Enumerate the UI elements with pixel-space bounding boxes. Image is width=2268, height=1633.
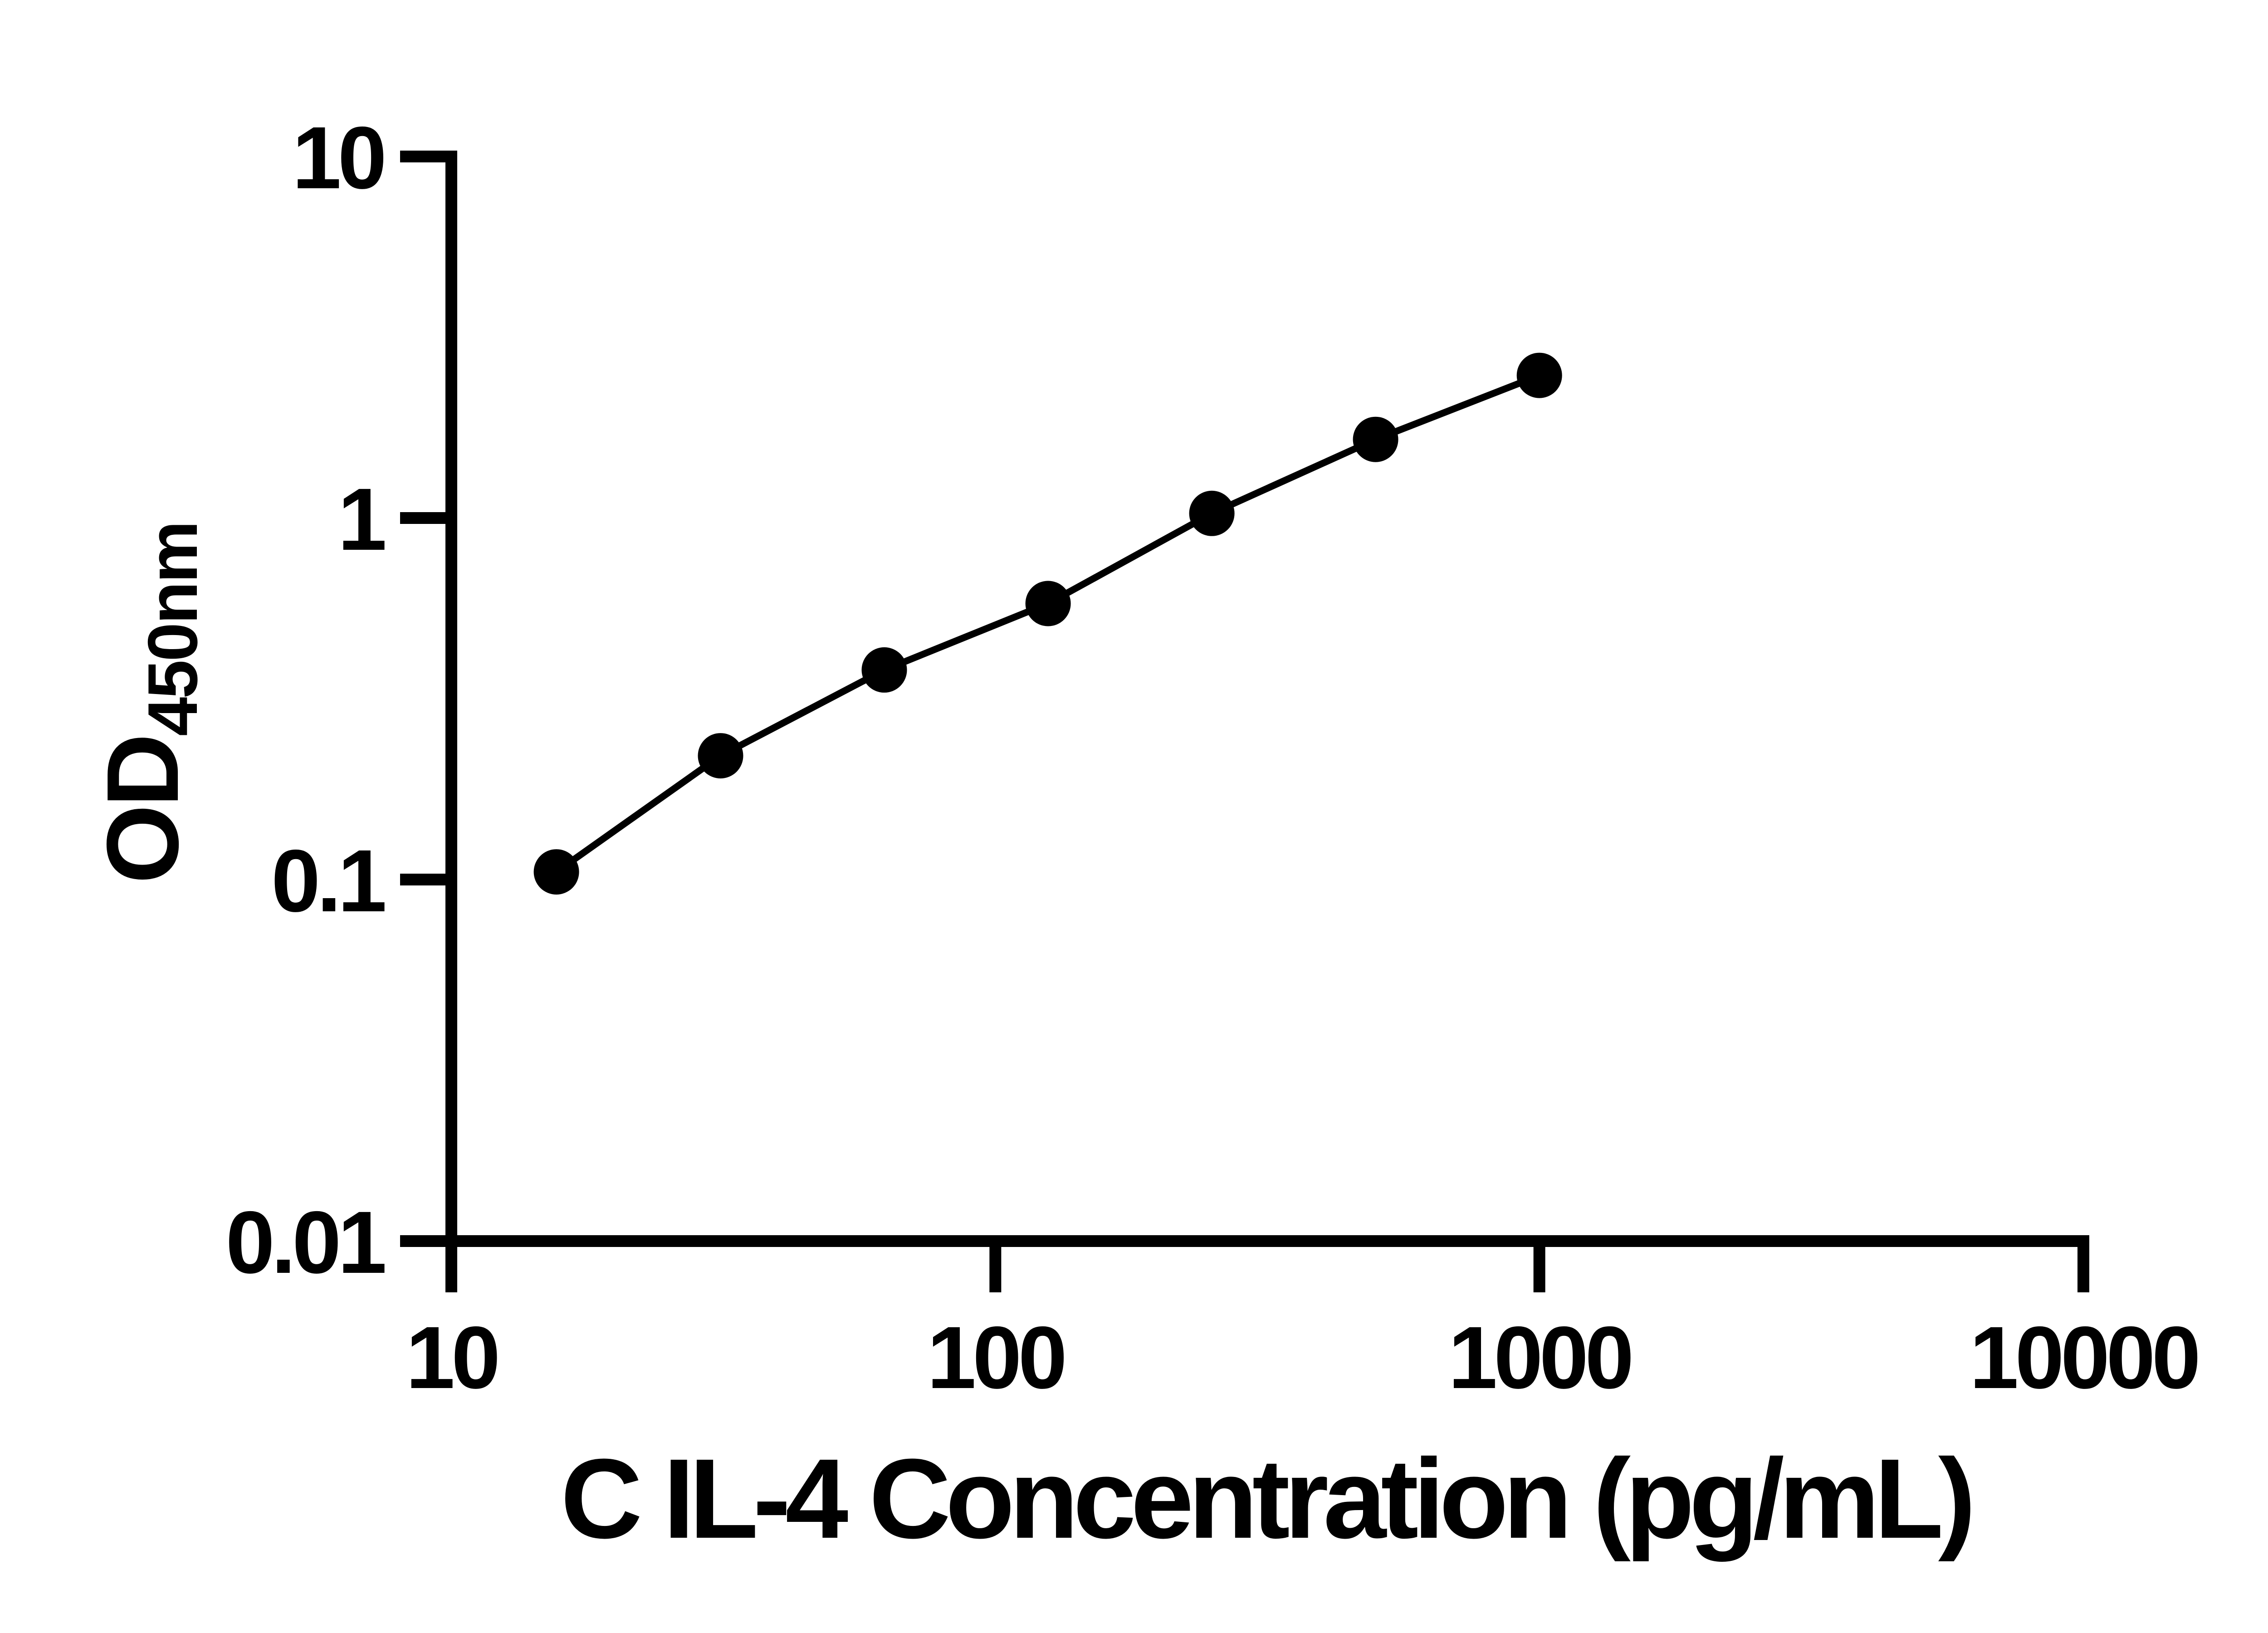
x-tick-label: 100: [927, 1308, 1064, 1407]
data-point-marker: [1025, 581, 1071, 626]
data-point-marker: [861, 647, 907, 693]
y-tick-group: 10 1 0.1 0.01: [225, 108, 451, 1292]
y-tick-label: 10: [292, 108, 383, 207]
x-tick-group: 10 100 1000 10000: [406, 1241, 2201, 1407]
y-axis: 10 1 0.1 0.01 OD450nm: [85, 108, 457, 1292]
plot-area: [533, 352, 1562, 895]
data-point-marker: [1353, 416, 1398, 462]
y-tick-label: 0.1: [271, 831, 385, 930]
data-point-marker: [698, 733, 743, 779]
y-axis-title: OD450nm: [85, 523, 212, 884]
x-tick-label: 10000: [1970, 1308, 2198, 1407]
data-point-marker: [1516, 352, 1562, 398]
data-point-marker: [1189, 490, 1235, 536]
y-tick-label: 0.01: [225, 1193, 385, 1292]
y-axis-title-main: OD: [85, 736, 200, 884]
x-axis-title: C IL-4 Concentration (pg/mL): [561, 1435, 1970, 1562]
x-axis: 10 100 1000 10000 C IL-4 Concentration (pg/…: [406, 1235, 2201, 1562]
x-tick-label: 1000: [1448, 1308, 1631, 1407]
y-axis-title-subscript: 450nm: [133, 523, 212, 736]
data-point-marker: [533, 849, 579, 895]
y-tick-label: 1: [338, 470, 385, 569]
x-tick-label: 10: [406, 1308, 497, 1407]
